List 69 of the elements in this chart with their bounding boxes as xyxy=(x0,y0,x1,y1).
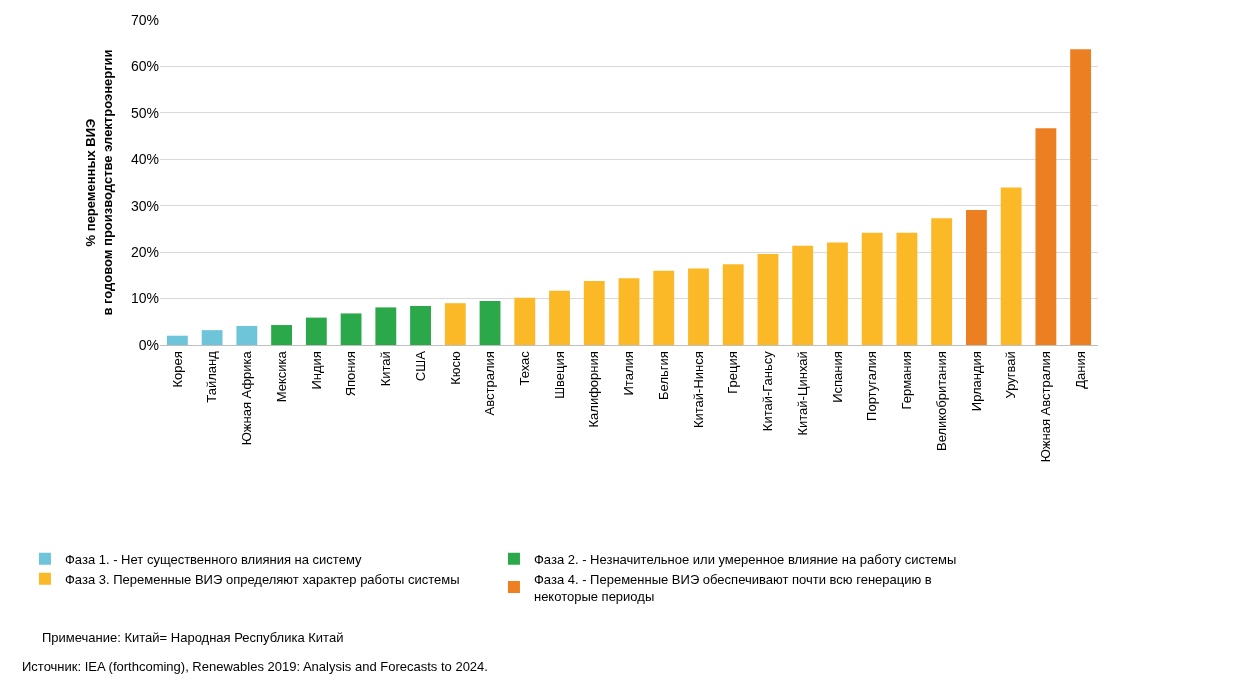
bar xyxy=(271,325,293,345)
x-tick-label: Кюсю xyxy=(447,350,463,385)
text: Примечание: Китай= Народная Республика Китай xyxy=(42,630,344,645)
text: Источник: IEA (forthcoming), Renewables 2019: Analysis and Forecasts to 2024. xyxy=(22,659,488,674)
bar xyxy=(827,242,848,345)
x-tick-label: Китай xyxy=(378,351,394,387)
bar xyxy=(340,313,362,345)
x-tick-label: Калифорния xyxy=(586,351,602,428)
bar xyxy=(201,330,223,345)
legend-label: Фаза 1. - Нет существенного влияния на систему xyxy=(64,551,362,567)
bar xyxy=(861,232,883,345)
x-tick-label: Япония xyxy=(343,351,359,397)
bar xyxy=(653,270,675,345)
x-tick-label: Австралия xyxy=(482,351,498,416)
bar xyxy=(896,232,918,345)
x-tick-label: США xyxy=(412,350,428,382)
bar xyxy=(931,218,953,345)
x-tick-label: Китай-Цинхай xyxy=(794,351,810,436)
legend-label: Фаза 3. Переменные ВИЭ определяют характер работы системы xyxy=(64,571,460,587)
x-tick-label: Китай-Нинся xyxy=(690,351,706,429)
x-tick-label: Греция xyxy=(725,351,741,394)
x-tick-label: Индия xyxy=(308,351,324,390)
x-tick-label: Бельгия xyxy=(655,351,671,400)
x-tick-label: Южная Африка xyxy=(239,350,255,446)
bar xyxy=(757,254,779,345)
bar xyxy=(618,278,640,345)
x-tick-label: Португалия xyxy=(864,351,880,421)
bar xyxy=(722,264,744,345)
y-tick-label: 40% xyxy=(130,151,159,168)
bar xyxy=(514,297,536,345)
bar xyxy=(236,325,258,345)
legend-label: Фаза 2. - Незначительное или умеренное влияние на работу системы xyxy=(533,551,957,567)
y-tick-label: 60% xyxy=(130,58,159,75)
y-tick-label: 30% xyxy=(130,197,159,214)
x-tick-label: Италия xyxy=(621,351,637,396)
bar xyxy=(688,268,709,345)
x-tick-label: Тайланд xyxy=(204,350,220,403)
y-tick-label: 20% xyxy=(130,244,159,261)
y-tick-label: 10% xyxy=(130,290,159,307)
x-tick-label: Южная Австралия xyxy=(1038,351,1054,463)
y-axis-title: % переменных ВИЭ в годовом производстве электроэнергии xyxy=(83,49,115,316)
x-tick-label: Ирландия xyxy=(968,351,984,412)
y-tick-label: 70% xyxy=(130,11,159,28)
bar xyxy=(375,307,397,345)
x-tick-label: Корея xyxy=(169,351,185,388)
y-tick-label: 0% xyxy=(138,336,159,353)
x-tick-label: Уругвай xyxy=(1003,351,1019,399)
x-tick-label: Дания xyxy=(1072,351,1088,389)
bar xyxy=(1070,49,1092,345)
bar xyxy=(792,245,814,345)
x-tick-label: Швеция xyxy=(551,351,567,399)
bar xyxy=(1000,187,1022,345)
bar xyxy=(444,303,466,345)
x-tick-label: Испания xyxy=(829,351,845,403)
bar xyxy=(410,306,431,345)
x-tick-label: Германия xyxy=(899,351,915,410)
x-tick-label: Великобритания xyxy=(933,351,949,452)
x-tick-label: Мексика xyxy=(273,350,289,403)
bar xyxy=(166,335,188,345)
bar xyxy=(1035,128,1057,345)
bar xyxy=(965,209,987,345)
legend-label: Фаза 4. - Переменные ВИЭ обеспечивают почти всю генерацию в некоторые периоды xyxy=(533,571,932,604)
x-tick-label: Китай-Ганьсу xyxy=(760,350,776,432)
bar xyxy=(305,317,327,345)
bar xyxy=(479,300,501,345)
bar xyxy=(549,290,570,345)
bar xyxy=(583,280,605,345)
x-tick-label: Техас xyxy=(517,350,533,386)
y-tick-label: 50% xyxy=(130,104,159,121)
